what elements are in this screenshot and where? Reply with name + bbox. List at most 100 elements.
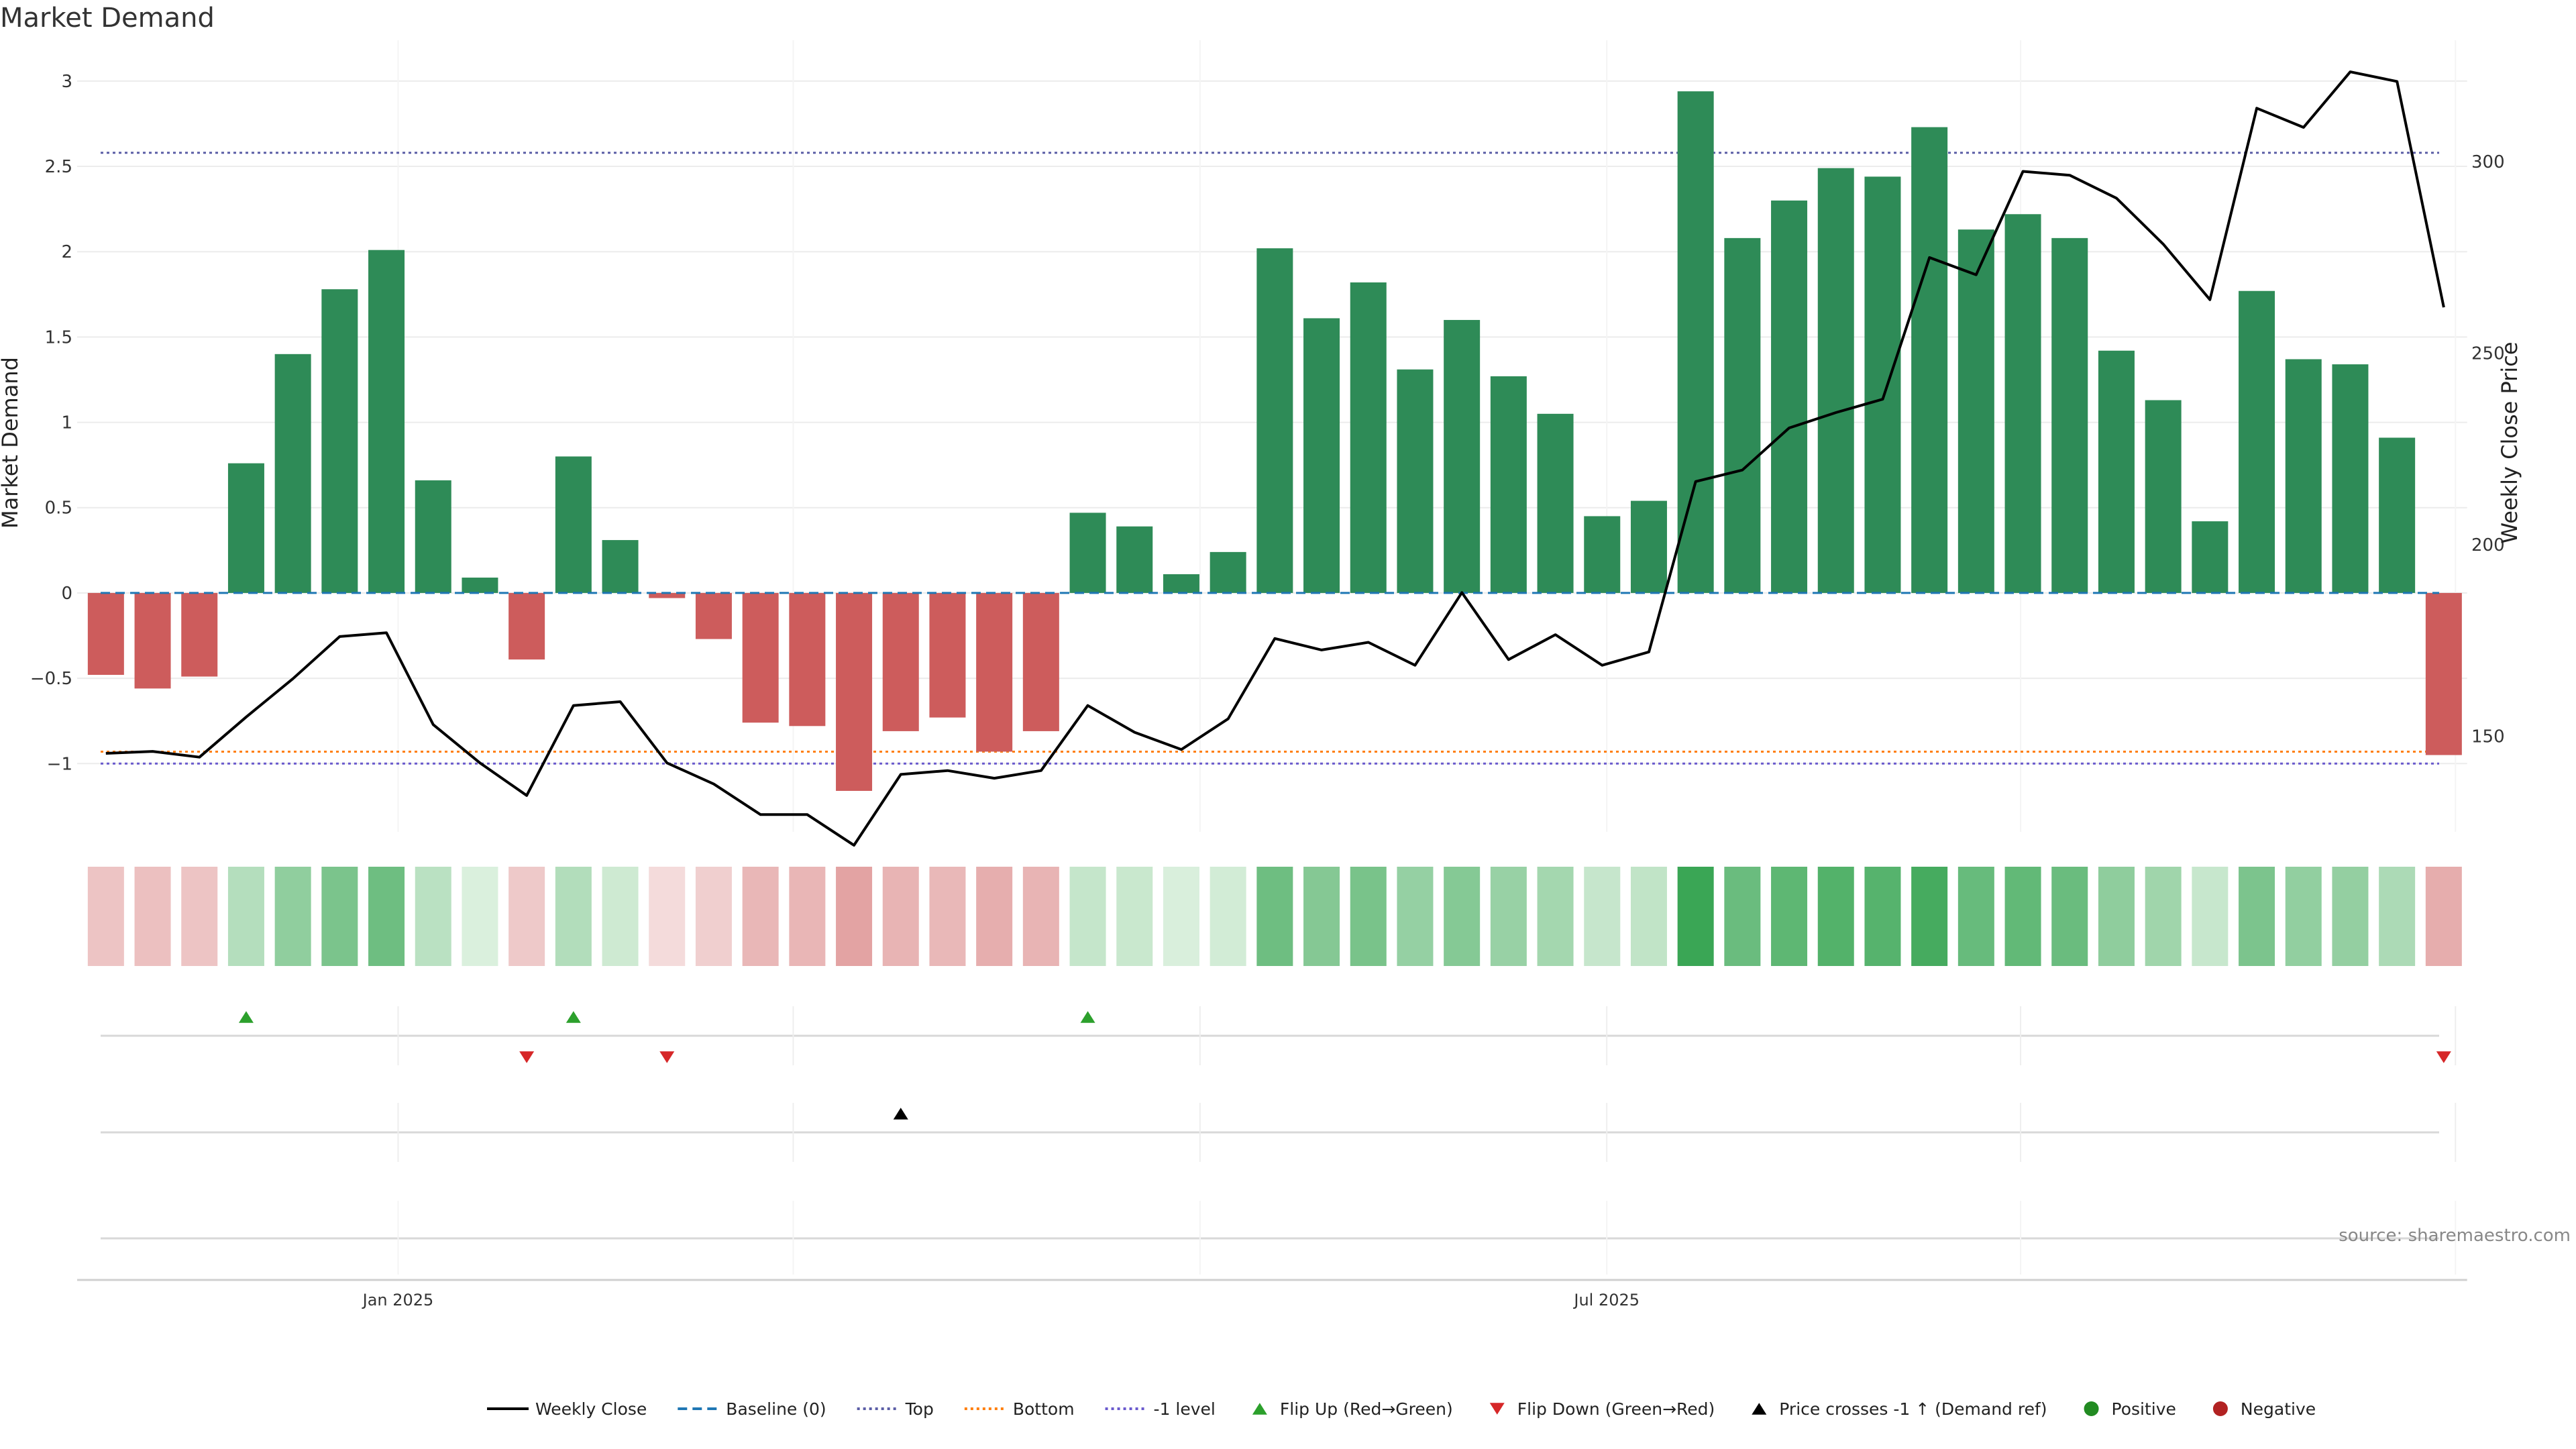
heat-cell bbox=[1022, 867, 1059, 966]
legend-label: Weekly Close bbox=[535, 1399, 647, 1419]
positive-demand-bar bbox=[1444, 319, 1481, 593]
legend-label: Top bbox=[905, 1399, 934, 1419]
positive-demand-bar bbox=[1817, 168, 1854, 593]
heat-cell bbox=[1303, 867, 1340, 966]
positive-demand-bar bbox=[1397, 369, 1434, 593]
positive-demand-bar bbox=[2004, 214, 2041, 593]
positive-demand-bar bbox=[1771, 200, 1808, 593]
positive-demand-bar bbox=[462, 578, 498, 593]
demand-heat-strip bbox=[87, 867, 2462, 966]
flip-down-marker bbox=[519, 1051, 535, 1063]
heat-cell bbox=[695, 867, 732, 966]
left-tick-label: 1 bbox=[61, 413, 72, 433]
positive-demand-bar bbox=[1957, 229, 1994, 593]
heat-cell bbox=[1350, 867, 1387, 966]
heat-cell bbox=[2332, 867, 2369, 966]
heat-cell bbox=[2145, 867, 2182, 966]
legend-swatch bbox=[1752, 1403, 1767, 1415]
heat-cell bbox=[1537, 867, 1574, 966]
positive-demand-bar bbox=[1911, 127, 1948, 593]
x-axis: Jan 2025 Jul 2025 bbox=[77, 1279, 2467, 1309]
signal-panels bbox=[101, 1006, 2457, 1275]
legend: Weekly Close Baseline (0) Top Bottom -1 leve… bbox=[487, 1399, 2316, 1419]
legend-label: Negative bbox=[2241, 1399, 2316, 1419]
left-axis-title: Market Demand bbox=[0, 357, 23, 529]
positive-demand-bar bbox=[1069, 513, 1106, 593]
heat-cell bbox=[508, 867, 545, 966]
negative-demand-bar bbox=[789, 592, 826, 727]
heat-cell bbox=[1724, 867, 1761, 966]
positive-demand-bar bbox=[1163, 574, 1199, 593]
left-tick-label: 1.5 bbox=[45, 327, 72, 347]
positive-demand-bar bbox=[1537, 413, 1574, 593]
flip-up-marker bbox=[1080, 1011, 1095, 1023]
legend-label: Positive bbox=[2112, 1399, 2176, 1419]
heat-cell bbox=[1677, 867, 1714, 966]
heat-cell bbox=[1911, 867, 1948, 966]
left-tick-label: −0.5 bbox=[30, 669, 72, 689]
heat-cell bbox=[368, 867, 405, 966]
heat-cell bbox=[2285, 867, 2322, 966]
heat-cell bbox=[742, 867, 779, 966]
legend-label: Flip Up (Red→Green) bbox=[1280, 1399, 1453, 1419]
legend-label: Bottom bbox=[1013, 1399, 1075, 1419]
positive-demand-bar bbox=[2098, 350, 2135, 593]
heat-cell bbox=[1864, 867, 1901, 966]
heat-cell bbox=[134, 867, 171, 966]
right-y-axis: 150 200 250 300 bbox=[2471, 152, 2505, 747]
positive-demand-bar bbox=[1256, 248, 1293, 593]
positive-demand-bar bbox=[2192, 521, 2229, 593]
heat-cell bbox=[789, 867, 826, 966]
negative-demand-bar bbox=[1022, 592, 1059, 731]
heat-cell bbox=[1771, 867, 1808, 966]
heat-cell bbox=[1256, 867, 1293, 966]
heat-cell bbox=[274, 867, 311, 966]
source-note: source: sharemaestro.com bbox=[2339, 1226, 2571, 1246]
heat-cell bbox=[929, 867, 966, 966]
heat-cell bbox=[2239, 867, 2275, 966]
legend-swatch bbox=[1252, 1403, 1267, 1415]
positive-demand-bar bbox=[1490, 376, 1527, 593]
weekly-close-series bbox=[105, 70, 2445, 847]
negative-demand-bar bbox=[976, 592, 1013, 752]
negative-demand-bar bbox=[695, 592, 732, 639]
left-tick-label: 0 bbox=[61, 584, 72, 604]
positive-demand-bar bbox=[321, 289, 358, 593]
x-tick-label: Jul 2025 bbox=[1572, 1291, 1640, 1309]
positive-demand-bar bbox=[2145, 400, 2182, 593]
positive-demand-bar bbox=[2379, 437, 2416, 593]
negative-demand-bar bbox=[2425, 592, 2462, 755]
negative-demand-bar bbox=[742, 592, 779, 723]
positive-demand-bar bbox=[368, 250, 405, 593]
heat-cell bbox=[1163, 867, 1199, 966]
negative-demand-bar bbox=[929, 592, 966, 718]
positive-demand-bar bbox=[602, 540, 639, 593]
demand-bars bbox=[87, 91, 2462, 791]
heat-cell bbox=[976, 867, 1013, 966]
flip-down-marker bbox=[659, 1051, 675, 1063]
heat-cell bbox=[2051, 867, 2088, 966]
positive-demand-bar bbox=[415, 480, 451, 593]
left-tick-label: 2 bbox=[61, 242, 72, 262]
right-tick-label: 200 bbox=[2471, 535, 2505, 555]
legend-label: -1 level bbox=[1154, 1399, 1216, 1419]
positive-demand-bar bbox=[274, 354, 311, 593]
heat-cell bbox=[415, 867, 451, 966]
heat-cell bbox=[1490, 867, 1527, 966]
heat-cell bbox=[602, 867, 639, 966]
heat-cell bbox=[2192, 867, 2229, 966]
positive-demand-bar bbox=[555, 456, 592, 593]
flip-up-marker bbox=[566, 1011, 581, 1023]
legend-label: Flip Down (Green→Red) bbox=[1517, 1399, 1715, 1419]
flip-up-marker bbox=[238, 1011, 254, 1023]
positive-demand-bar bbox=[1350, 282, 1387, 593]
positive-demand-bar bbox=[227, 463, 264, 593]
positive-demand-bar bbox=[1630, 500, 1667, 593]
negative-demand-bar bbox=[87, 592, 124, 675]
heat-cell bbox=[649, 867, 686, 966]
left-tick-label: 3 bbox=[61, 72, 72, 92]
heat-cell bbox=[1630, 867, 1667, 966]
flip-down-marker bbox=[2436, 1051, 2451, 1063]
positive-demand-bar bbox=[1116, 526, 1153, 593]
